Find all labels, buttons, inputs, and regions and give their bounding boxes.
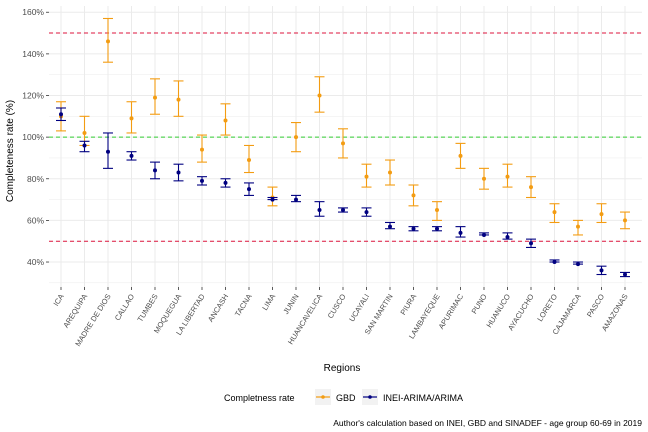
data-point	[223, 180, 228, 185]
series-marks	[56, 17, 630, 278]
y-axis-ticks: 40% 60% 80% 100% 120% 140% 160%	[22, 7, 49, 267]
legend-item-inei: INEI-ARIMA/ARIMA	[362, 389, 463, 405]
y-tick-label: 40%	[27, 257, 44, 267]
x-tick-label: CALLAO	[113, 292, 136, 322]
data-point	[341, 207, 345, 212]
data-point	[59, 112, 63, 117]
legend-label-gbd: GBD	[336, 393, 356, 403]
data-point	[599, 212, 604, 217]
data-point	[388, 170, 392, 175]
data-point	[411, 193, 416, 198]
x-tick-label: TUMBES	[135, 292, 159, 323]
data-point	[435, 207, 439, 212]
data-point	[529, 185, 533, 190]
x-tick-label: PUNO	[470, 292, 489, 315]
data-point	[317, 93, 322, 98]
legend-title: Completness rate	[224, 393, 295, 403]
series-gbd	[56, 17, 630, 236]
data-point	[435, 226, 439, 231]
series-inei-arima	[56, 107, 630, 278]
legend-label-inei: INEI-ARIMA/ARIMA	[383, 393, 463, 403]
data-point	[247, 158, 251, 163]
y-tick-label: 100%	[22, 132, 44, 142]
y-axis-title: Completeness rate (%)	[5, 100, 16, 202]
x-tick-label: JUNIN	[281, 292, 300, 316]
data-point	[458, 230, 463, 235]
data-point	[552, 210, 557, 215]
x-tick-label: LIMA	[260, 292, 277, 312]
x-tick-label: PIURA	[398, 292, 418, 316]
data-point	[576, 262, 580, 267]
x-tick-label: CUSCO	[326, 292, 348, 320]
data-point	[411, 226, 416, 231]
data-point	[388, 224, 392, 229]
data-point	[200, 147, 204, 152]
data-point	[106, 39, 110, 44]
data-point	[153, 168, 157, 173]
data-point	[176, 97, 181, 102]
data-point	[294, 135, 298, 140]
x-tick-label: TACNA	[233, 292, 254, 318]
data-point	[552, 260, 557, 265]
y-tick-label: 120%	[22, 91, 44, 101]
data-point	[529, 241, 533, 246]
y-tick-label: 80%	[27, 174, 44, 184]
caption: Author's calculation based on INEI, GBD …	[333, 418, 642, 428]
data-point	[129, 116, 134, 121]
legend-item-gbd: GBD	[315, 389, 356, 405]
data-point	[294, 197, 298, 202]
data-point	[129, 153, 134, 158]
data-point	[482, 232, 486, 237]
data-point	[341, 141, 345, 146]
data-point	[623, 272, 627, 277]
data-point	[106, 149, 110, 154]
data-point	[223, 118, 228, 123]
data-point	[599, 268, 604, 273]
data-point	[317, 207, 322, 212]
x-tick-label: ANCASH	[206, 292, 230, 323]
data-point	[458, 153, 463, 158]
reference-lines	[49, 32, 642, 242]
x-tick-label: PASCO	[585, 292, 606, 319]
y-tick-label: 160%	[22, 7, 44, 17]
data-point	[153, 95, 157, 100]
x-tick-label: ICA	[51, 292, 65, 307]
y-tick-label: 60%	[27, 215, 44, 225]
data-point	[82, 143, 87, 148]
data-point	[364, 174, 369, 179]
data-point	[270, 197, 275, 202]
y-tick-label: 140%	[22, 49, 44, 59]
data-point	[576, 224, 580, 229]
data-point	[505, 174, 510, 179]
data-point	[82, 130, 87, 135]
data-point	[482, 176, 486, 181]
legend: Completness rate GBD INEI-ARIMA/ARIMA	[224, 389, 463, 405]
data-point	[505, 235, 510, 240]
data-point	[176, 170, 181, 175]
data-point	[623, 218, 627, 223]
data-point	[364, 210, 369, 215]
x-tick-label: LORETO	[535, 292, 559, 323]
x-axis-title: Regions	[324, 363, 361, 374]
data-point	[200, 178, 204, 183]
gridlines	[49, 6, 642, 287]
data-point	[247, 187, 251, 192]
x-tick-label: UCAYALI	[347, 292, 371, 323]
